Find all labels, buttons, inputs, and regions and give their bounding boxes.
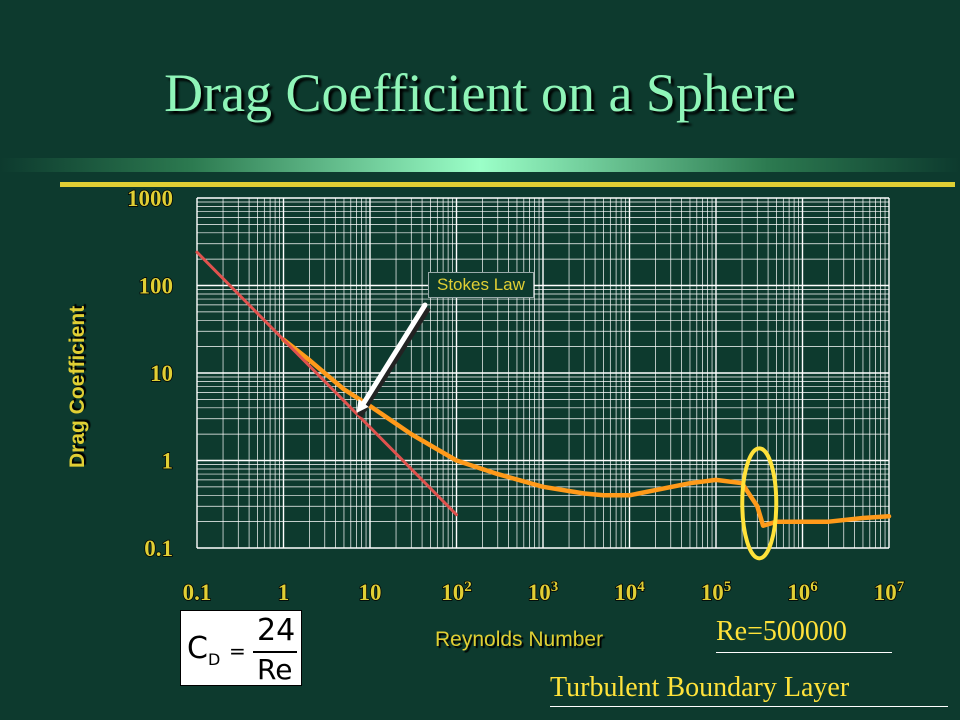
x-tick-label: 104 <box>614 579 645 605</box>
drag-curve-line <box>281 337 892 528</box>
reynolds-annotation: Re=500000 <box>716 616 847 647</box>
series-group <box>195 250 892 528</box>
overlay-group <box>356 302 779 561</box>
x-axis-label: Reynolds Number <box>435 628 604 651</box>
page-title: Drag Coefficient on a Sphere <box>164 63 796 123</box>
x-tick-label: 105 <box>701 579 732 605</box>
major-grid <box>196 197 890 549</box>
x-tick-label: 1 <box>278 580 290 605</box>
title-divider-gold <box>60 182 955 187</box>
x-tick-label: 102 <box>441 579 472 605</box>
y-tick-label: 1 <box>162 449 174 474</box>
x-tick-label: 10 <box>359 580 382 605</box>
tick-labels: 1000 100 10 1 0.1 0.1 1 10 102 103 104 105 106 107 <box>126 185 905 606</box>
x-tick-label: 103 <box>528 579 559 605</box>
title-divider-glow <box>0 158 960 172</box>
stokes-law-line <box>195 250 458 517</box>
y-tick-label: 100 <box>139 274 174 299</box>
x-tick-label: 0.1 <box>183 580 212 605</box>
y-tick-label: 10 <box>150 361 173 386</box>
x-tick-label: 106 <box>787 579 818 605</box>
y-tick-label: 0.1 <box>144 536 173 561</box>
formula-lhs: CD <box>187 631 221 669</box>
stokes-arrow-shadow <box>357 306 431 418</box>
reynolds-annotation-underline <box>716 652 892 653</box>
stokes-arrow-head <box>356 398 369 413</box>
transition-highlight-ellipse <box>740 446 779 561</box>
stokes-arrow-line <box>360 302 428 408</box>
stokes-formula: CD = 24 Re <box>180 610 302 686</box>
stokes-law-callout: Stokes Law <box>428 272 534 298</box>
x-tick-label: 107 <box>874 579 905 605</box>
formula-fraction-bar <box>253 651 297 653</box>
turbulent-annotation: Turbulent Boundary Layer <box>550 672 850 703</box>
formula-numerator: 24 <box>257 613 296 648</box>
y-tick-label: 1000 <box>127 186 173 211</box>
formula-equals: = <box>229 639 246 663</box>
y-axis-label: Drag Coefficient <box>66 305 89 468</box>
turbulent-annotation-underline <box>550 706 948 707</box>
formula-denominator: Re <box>257 653 293 686</box>
